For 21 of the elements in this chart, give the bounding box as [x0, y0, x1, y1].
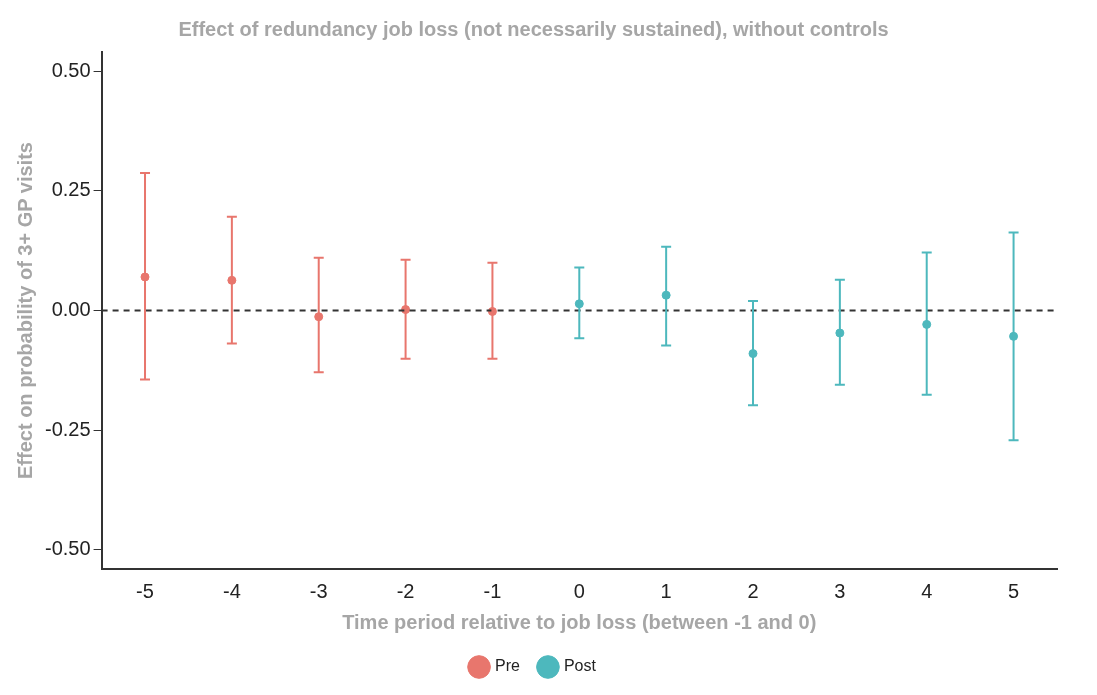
x-tick-label: 0 [573, 579, 585, 602]
y-tick-label: -0.50 [44, 537, 91, 560]
y-tick-label: 0.50 [51, 58, 91, 81]
x-tick-label: 2 [747, 579, 759, 602]
legend-label: Pre [495, 657, 521, 675]
x-tick-label: 4 [921, 579, 933, 602]
y-axis-title: Effect on probability of 3+ GP visits [13, 142, 36, 479]
x-tick-label: -3 [309, 579, 328, 602]
x-axis-title: Time period relative to job loss (between -1 and 0) [342, 610, 817, 633]
x-tick-label: -5 [136, 579, 154, 602]
x-tick-label: -2 [396, 579, 415, 602]
legend-label: Post [563, 657, 597, 675]
x-tick-label: -4 [222, 579, 241, 602]
y-tick-label: -0.25 [44, 417, 91, 440]
chart-title: Effect of redundancy job loss (not necessarily sustained), without controls [178, 17, 889, 40]
x-tick-label: 1 [660, 579, 672, 602]
y-tick-label: 0.25 [51, 178, 91, 201]
x-tick-label: 3 [834, 579, 846, 602]
x-tick-label: -1 [483, 579, 502, 602]
x-tick-label: 5 [1008, 579, 1020, 602]
y-tick-label: 0.00 [51, 298, 91, 321]
